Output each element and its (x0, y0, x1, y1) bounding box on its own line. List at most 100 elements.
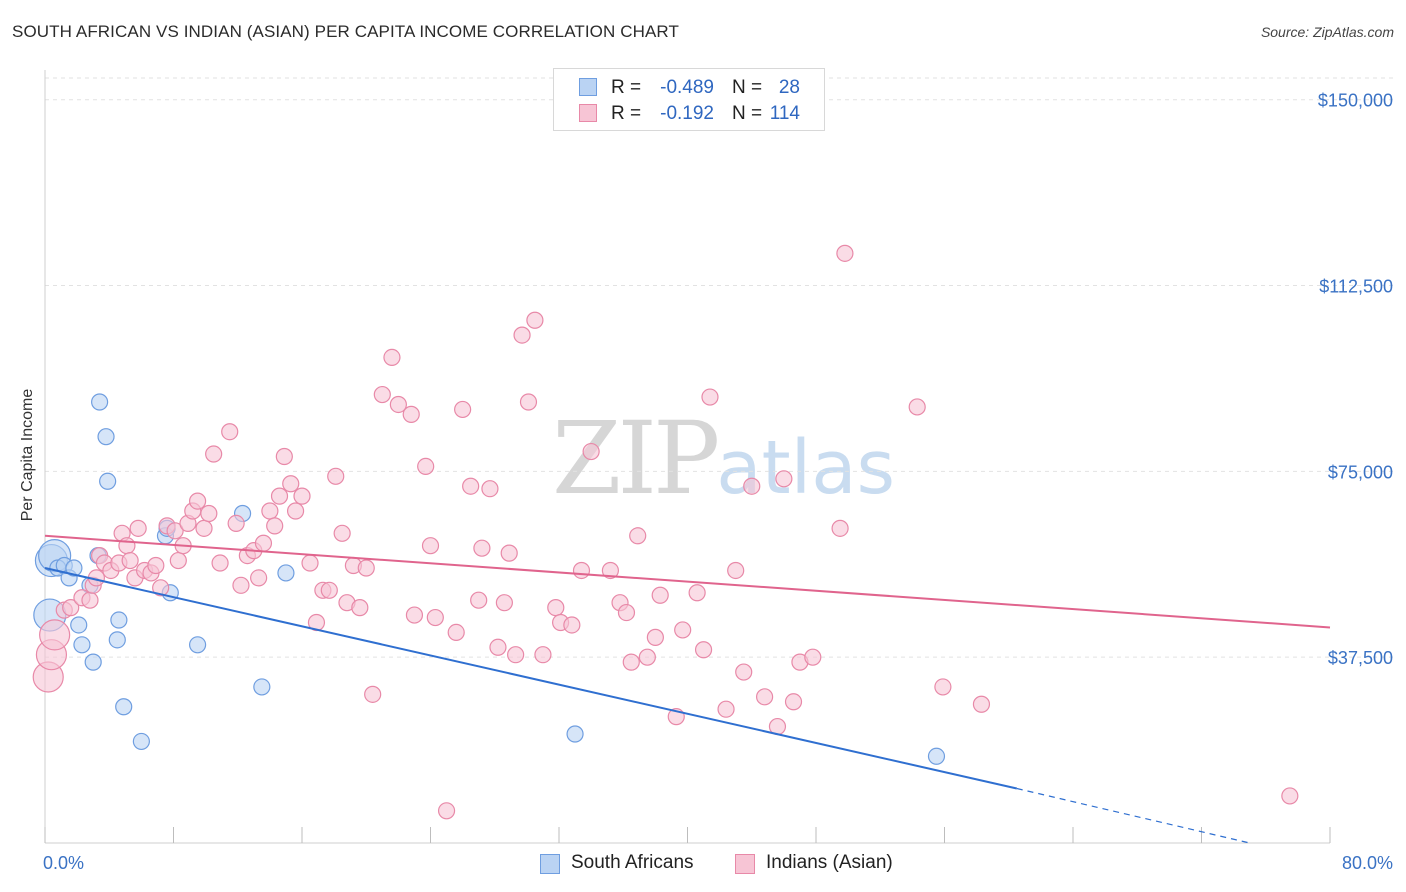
indians-asian-point (1281, 787, 1299, 805)
indians-asian-point (694, 641, 713, 659)
indians-asian-point (118, 537, 136, 555)
indians-asian-point (373, 385, 391, 404)
indians-asian-point (261, 502, 279, 520)
indians-asian-point (121, 551, 139, 570)
indians-asian-point (200, 504, 218, 523)
source-label: Source: ZipAtlas.com (1260, 24, 1394, 40)
indians-asian-point (327, 467, 345, 485)
stats-swatch-indians-asian (579, 104, 597, 122)
indians-asian-point (972, 695, 991, 713)
n-label: N = (732, 77, 763, 98)
y-tick-label: $150,000 (1318, 91, 1393, 111)
indians-asian-point (426, 608, 444, 627)
indians-asian-point (489, 638, 507, 656)
indians-asian-point (254, 534, 273, 552)
indians-asian-point (270, 487, 289, 505)
tick-labels: $37,500 $75,000 $112,500 $150,000 0.0% 80.0% (43, 91, 1393, 873)
indians-asian-point (250, 569, 268, 587)
zipatlas-watermark: ZIPatlas (552, 400, 895, 517)
indians-asian-point (831, 519, 849, 537)
indians-asian-point (81, 591, 99, 609)
indians-asian-point (357, 559, 375, 577)
y-tick-label: $112,500 (1319, 277, 1393, 297)
indians-asian-point (232, 576, 250, 594)
stats-swatch-south-africans (579, 78, 597, 96)
legend-label: Indians (Asian) (766, 852, 893, 873)
indians-asian-point (421, 537, 440, 555)
r-value: -0.192 (660, 103, 714, 124)
indians-asian-point (674, 621, 692, 639)
indians-asian-point (282, 475, 300, 493)
indians-asian-point (572, 561, 591, 580)
south-africans-point (97, 428, 115, 446)
indians-asian-point (195, 519, 213, 537)
indians-asian-point (534, 646, 552, 664)
indians-asian-point (582, 442, 600, 461)
indians-asian-point (908, 398, 926, 416)
indians-asian-point (727, 561, 745, 580)
indians-asian-point (447, 623, 465, 642)
r-value: -0.489 (660, 77, 714, 98)
indians-asian-point (519, 393, 538, 411)
x-tick-label: 80.0% (1342, 853, 1393, 873)
indians-asian-point (462, 477, 480, 495)
indians-asian-point (495, 594, 513, 612)
indians-asian-point (275, 447, 293, 466)
indians-asian-point (293, 487, 311, 505)
indians-asian-point (169, 551, 187, 570)
x-tick-label: 0.0% (43, 853, 84, 873)
indians-asian-point (389, 395, 407, 414)
indians-asian-point (211, 554, 229, 572)
r-label: R = (611, 103, 642, 124)
south-africans-point (65, 559, 83, 577)
indians-asian-point (437, 802, 456, 820)
indians-asian-point (320, 581, 338, 599)
indians-asian-point (601, 561, 620, 580)
indians-asian-point (755, 688, 774, 706)
south-africans-point (188, 636, 207, 654)
indians-asian-point (507, 646, 525, 664)
indians-asian-point (735, 663, 753, 681)
indians-asian-point (364, 685, 382, 703)
indians-asian-point (804, 648, 822, 666)
indians-asian-point (688, 584, 706, 602)
indians-asian-point (166, 522, 184, 540)
n-value: 28 (778, 77, 800, 98)
indians-asian-points (32, 244, 1299, 820)
indians-asian-point (547, 599, 565, 617)
indians-asian-point (266, 517, 284, 535)
indians-asian-point (646, 628, 664, 646)
stats-row-indians-asian: R = -0.192 N = 114 (554, 101, 824, 127)
indians-asian-point (717, 700, 735, 718)
south-africans-point (84, 653, 102, 671)
indians-asian-point (513, 326, 531, 344)
indians-asian-point (147, 556, 165, 575)
indians-asian-point (39, 619, 71, 651)
indians-asian-point (473, 539, 491, 557)
south-africans-point (927, 747, 946, 765)
indians-asian-point (638, 648, 656, 666)
south-africans-point (277, 564, 295, 582)
chart-title: SOUTH AFRICAN VS INDIAN (ASIAN) PER CAPI… (12, 22, 679, 41)
axes (44, 70, 1331, 844)
south-africans-point (99, 472, 117, 490)
y-tick-label: $75,000 (1328, 462, 1393, 482)
n-label: N = (732, 103, 763, 124)
indians-asian-point (227, 514, 245, 532)
indians-asian-point (286, 502, 305, 520)
indians-asian-point (383, 348, 401, 366)
indians-asian-point (629, 527, 647, 545)
stats-row-south-africans: R = -0.489 N = 28 (554, 75, 824, 101)
indians-asian-point (784, 693, 803, 711)
indians-asian-point (333, 524, 351, 542)
watermark-atlas: atlas (716, 425, 896, 511)
south-africans-point (110, 611, 128, 629)
indians-asian-point (500, 544, 518, 562)
indians-asian-point (651, 586, 669, 604)
indians-asian-point (526, 311, 544, 329)
indians-asian-point (301, 554, 319, 572)
indians-asian-point (481, 480, 499, 498)
trend-lines (44, 534, 1331, 844)
indians-asian-point (836, 244, 854, 262)
